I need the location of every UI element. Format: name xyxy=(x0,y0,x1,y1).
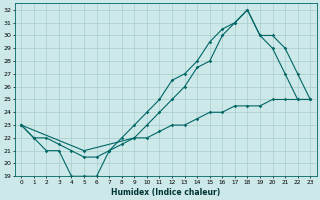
X-axis label: Humidex (Indice chaleur): Humidex (Indice chaleur) xyxy=(111,188,220,197)
